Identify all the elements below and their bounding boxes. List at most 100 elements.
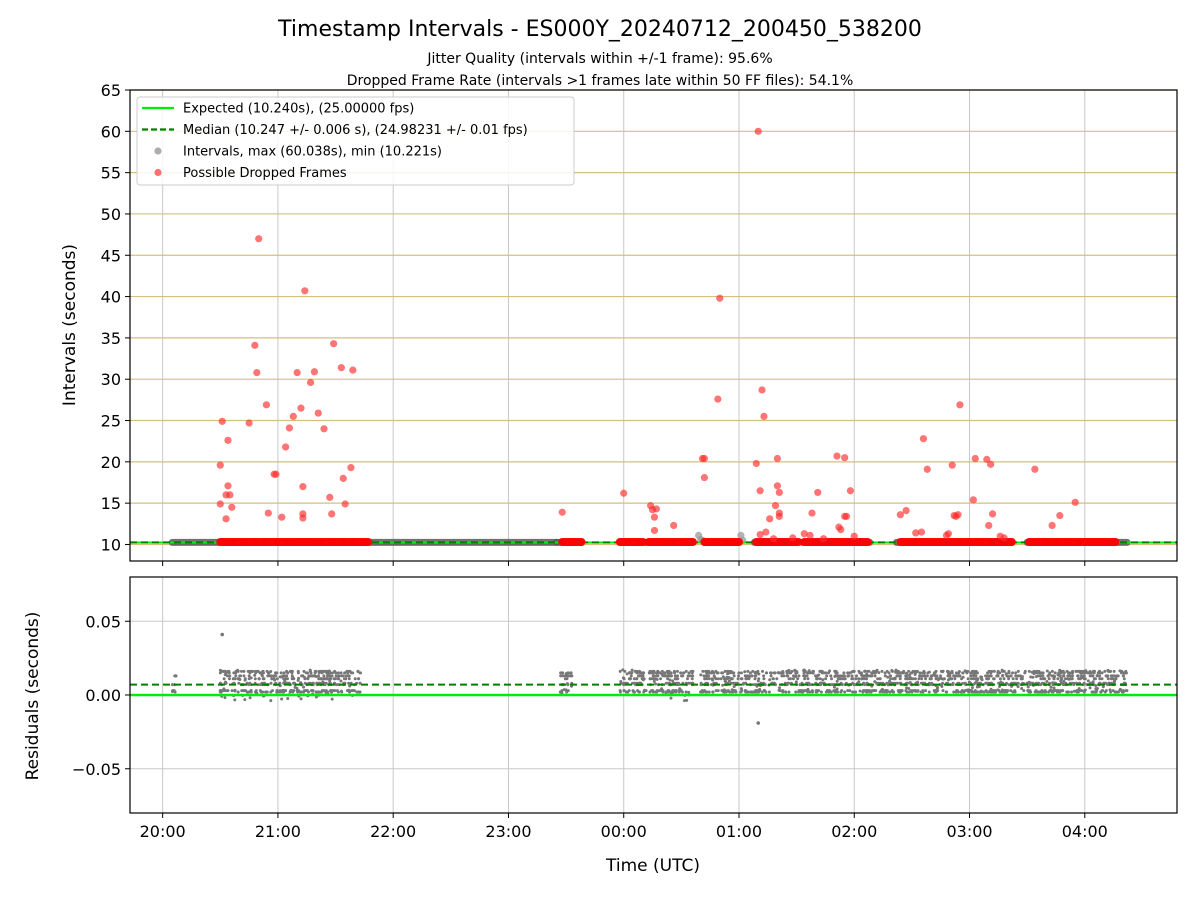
dropped-frame-point bbox=[758, 386, 766, 394]
residual-point bbox=[227, 677, 231, 681]
residual-point bbox=[286, 671, 290, 675]
residual-point bbox=[559, 674, 563, 678]
dropped-frame-point bbox=[789, 534, 797, 542]
residual-point bbox=[336, 674, 340, 678]
residual-point bbox=[850, 670, 854, 674]
residual-point bbox=[731, 681, 735, 685]
residual-point bbox=[317, 677, 321, 681]
residual-point bbox=[317, 669, 321, 673]
legend-entry-label: Possible Dropped Frames bbox=[183, 166, 347, 181]
residual-point bbox=[282, 671, 286, 675]
residual-point bbox=[306, 671, 310, 675]
residual-point bbox=[273, 674, 277, 678]
residual-point bbox=[961, 671, 965, 675]
residual-point bbox=[295, 686, 299, 690]
residual-point bbox=[986, 677, 990, 681]
residual-point bbox=[1124, 689, 1128, 693]
dropped-frame-point bbox=[700, 473, 709, 482]
residual-point bbox=[840, 683, 844, 687]
residual-point bbox=[899, 671, 903, 675]
residual-point bbox=[794, 680, 798, 684]
top-y-tick-label: 55 bbox=[101, 164, 121, 183]
residual-point bbox=[278, 690, 282, 694]
residual-point bbox=[269, 699, 273, 703]
x-tick-label: 02:00 bbox=[831, 822, 877, 841]
residual-point bbox=[885, 689, 889, 693]
residual-point bbox=[285, 674, 289, 678]
residual-point bbox=[628, 671, 632, 675]
residual-point bbox=[806, 677, 810, 681]
residual-point bbox=[1023, 671, 1027, 675]
residual-point bbox=[890, 668, 894, 672]
legend-entry-label: Median (10.247 +/- 0.006 s), (24.98231 +… bbox=[183, 123, 528, 138]
dropped-frame-point bbox=[985, 521, 993, 530]
residual-point bbox=[325, 669, 329, 673]
residual-point bbox=[237, 681, 241, 685]
dropped-frame-point bbox=[255, 235, 263, 243]
residual-point bbox=[986, 690, 990, 694]
dropped-frame-point bbox=[808, 509, 816, 517]
residual-point bbox=[872, 669, 876, 673]
residual-point bbox=[1002, 677, 1006, 681]
residual-point bbox=[732, 674, 736, 678]
residual-point bbox=[1018, 674, 1022, 678]
residual-point bbox=[703, 689, 707, 693]
residual-point bbox=[261, 669, 265, 673]
residual-point bbox=[171, 690, 175, 694]
residual-point bbox=[970, 686, 974, 690]
residual-point bbox=[267, 671, 271, 675]
residual-point bbox=[1007, 677, 1011, 681]
residual-point bbox=[780, 671, 784, 675]
dropped-frame-point bbox=[314, 409, 322, 417]
residual-point bbox=[769, 674, 773, 678]
residual-point bbox=[719, 677, 723, 681]
residual-point bbox=[1069, 671, 1073, 675]
residual-point bbox=[702, 674, 706, 678]
residual-point bbox=[734, 690, 738, 694]
residual-point bbox=[834, 671, 838, 675]
residual-point bbox=[653, 682, 657, 686]
residual-point bbox=[284, 689, 288, 693]
residual-point bbox=[320, 671, 324, 675]
residual-point bbox=[1076, 674, 1080, 678]
residual-point bbox=[274, 671, 278, 675]
residual-point bbox=[829, 674, 833, 678]
residual-point bbox=[857, 677, 861, 681]
residual-point bbox=[1040, 681, 1044, 685]
residual-point bbox=[676, 677, 680, 681]
residual-point bbox=[308, 674, 312, 678]
residual-point bbox=[722, 677, 726, 681]
dropped-frame-point bbox=[773, 454, 782, 463]
residual-point bbox=[855, 674, 859, 678]
residual-point bbox=[1052, 686, 1056, 690]
residual-point bbox=[792, 674, 796, 678]
residual-point bbox=[670, 674, 674, 678]
residual-point bbox=[811, 690, 815, 694]
residual-point bbox=[241, 689, 245, 693]
residual-point bbox=[618, 689, 622, 693]
residual-point bbox=[797, 674, 801, 678]
residual-point bbox=[975, 671, 979, 675]
residual-point bbox=[992, 690, 996, 694]
residual-point bbox=[795, 670, 799, 674]
residual-point bbox=[346, 669, 350, 673]
dropped-frame-point bbox=[841, 454, 849, 462]
residual-point bbox=[223, 696, 227, 700]
legend-marker-swatch bbox=[154, 147, 162, 155]
residual-point bbox=[664, 674, 668, 678]
residual-point bbox=[1051, 674, 1055, 678]
residual-point bbox=[247, 683, 251, 687]
residual-point bbox=[1007, 671, 1011, 675]
residual-point bbox=[687, 671, 691, 675]
residual-point bbox=[656, 669, 660, 673]
residual-point bbox=[1000, 690, 1004, 694]
residual-point bbox=[805, 671, 809, 675]
top-y-tick-label: 50 bbox=[101, 205, 121, 224]
residual-point bbox=[622, 689, 626, 693]
residual-point bbox=[878, 690, 882, 694]
residual-point bbox=[1013, 690, 1017, 694]
dropped-frame-point bbox=[652, 505, 660, 513]
residual-point bbox=[726, 669, 730, 673]
residual-point bbox=[860, 673, 864, 677]
top-plot-frame bbox=[129, 89, 1178, 562]
